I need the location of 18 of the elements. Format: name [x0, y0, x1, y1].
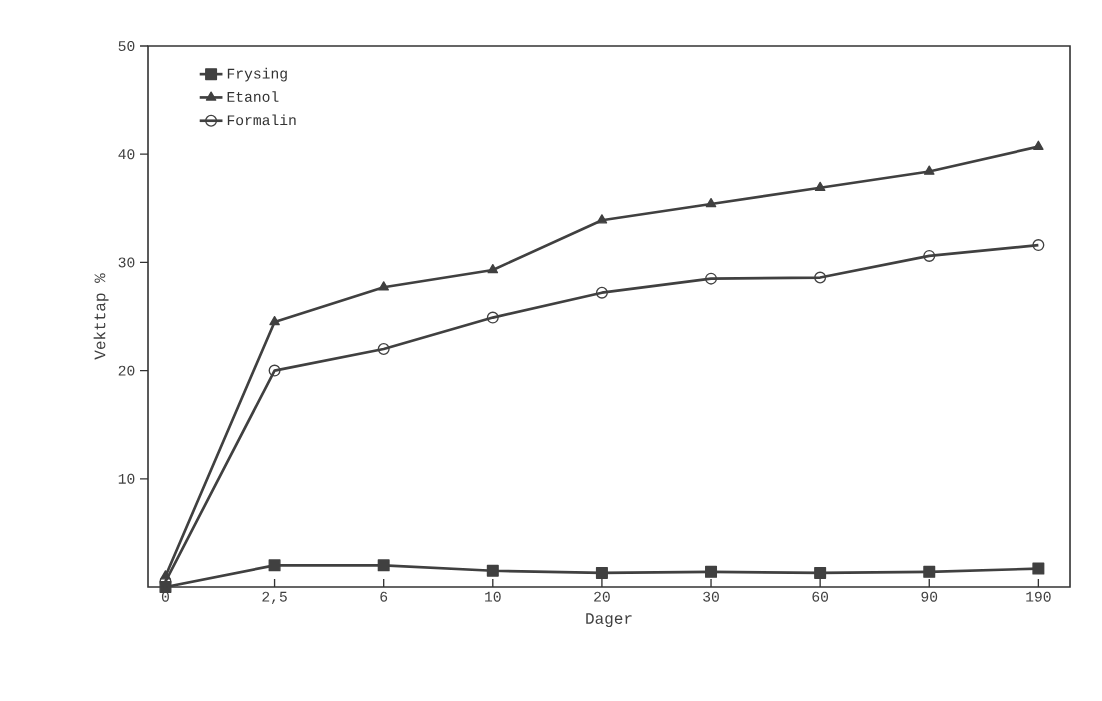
x-tick-label: 190: [1026, 591, 1051, 602]
legend-label: Formalin: [227, 114, 296, 126]
x-tick-label: 30: [703, 591, 719, 602]
y-tick-label: 50: [118, 41, 135, 51]
x-axis-title: Dager: [586, 613, 632, 628]
x-tick-label: 20: [594, 591, 610, 602]
y-axis-title: Vekttap %: [93, 273, 109, 360]
y-tick-label: 30: [118, 257, 135, 268]
x-tick-label: 60: [812, 591, 829, 602]
y-tick-label: 10: [118, 473, 135, 484]
y-tick-label: 20: [118, 365, 135, 376]
x-tick-label: 2,5: [262, 591, 287, 605]
y-tick-label: 40: [118, 149, 135, 160]
x-tick-label: 90: [921, 591, 938, 602]
legend-label: Frysing: [227, 67, 287, 82]
x-tick-label: 10: [485, 591, 501, 602]
x-tick-label: 6: [380, 591, 388, 602]
legend-label: Etanol: [227, 91, 279, 102]
